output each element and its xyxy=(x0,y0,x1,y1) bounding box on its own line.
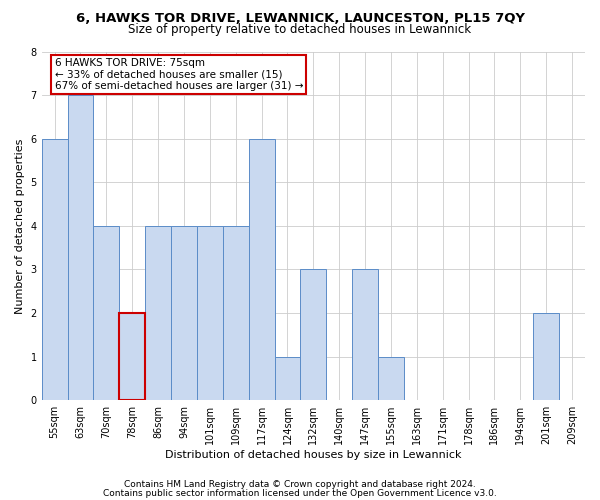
Bar xyxy=(68,95,94,400)
Bar xyxy=(275,356,301,400)
Text: Size of property relative to detached houses in Lewannick: Size of property relative to detached ho… xyxy=(128,22,472,36)
Bar xyxy=(145,226,171,400)
X-axis label: Distribution of detached houses by size in Lewannick: Distribution of detached houses by size … xyxy=(165,450,461,460)
Bar xyxy=(378,356,404,400)
Bar xyxy=(223,226,248,400)
Text: Contains public sector information licensed under the Open Government Licence v3: Contains public sector information licen… xyxy=(103,488,497,498)
Y-axis label: Number of detached properties: Number of detached properties xyxy=(15,138,25,314)
Bar xyxy=(352,270,378,400)
Bar xyxy=(119,313,145,400)
Bar xyxy=(119,313,145,400)
Text: 6 HAWKS TOR DRIVE: 75sqm
← 33% of detached houses are smaller (15)
67% of semi-d: 6 HAWKS TOR DRIVE: 75sqm ← 33% of detach… xyxy=(55,58,303,91)
Bar xyxy=(197,226,223,400)
Text: Contains HM Land Registry data © Crown copyright and database right 2024.: Contains HM Land Registry data © Crown c… xyxy=(124,480,476,489)
Bar xyxy=(248,138,275,400)
Text: 6, HAWKS TOR DRIVE, LEWANNICK, LAUNCESTON, PL15 7QY: 6, HAWKS TOR DRIVE, LEWANNICK, LAUNCESTO… xyxy=(76,12,524,26)
Bar xyxy=(41,138,68,400)
Bar xyxy=(94,226,119,400)
Bar xyxy=(171,226,197,400)
Bar xyxy=(533,313,559,400)
Bar xyxy=(301,270,326,400)
